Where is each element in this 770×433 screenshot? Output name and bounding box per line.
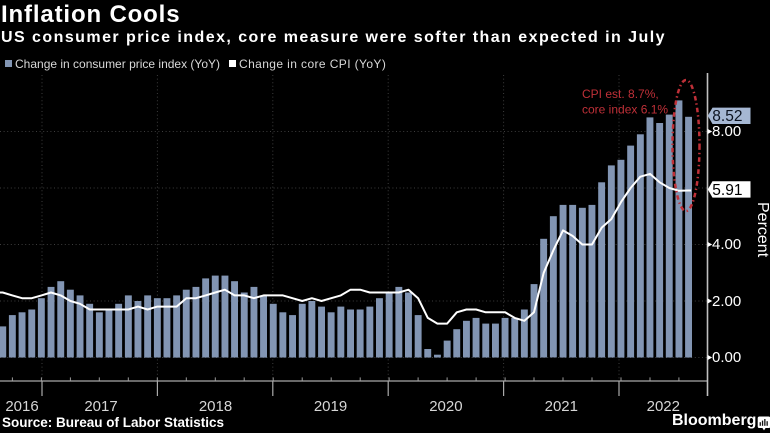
svg-text:CPI est. 8.7%,: CPI est. 8.7%, (582, 87, 659, 101)
svg-text:5.91: 5.91 (712, 182, 742, 199)
svg-text:8.52: 8.52 (712, 108, 742, 125)
svg-text:core index 6.1%: core index 6.1% (582, 103, 668, 117)
